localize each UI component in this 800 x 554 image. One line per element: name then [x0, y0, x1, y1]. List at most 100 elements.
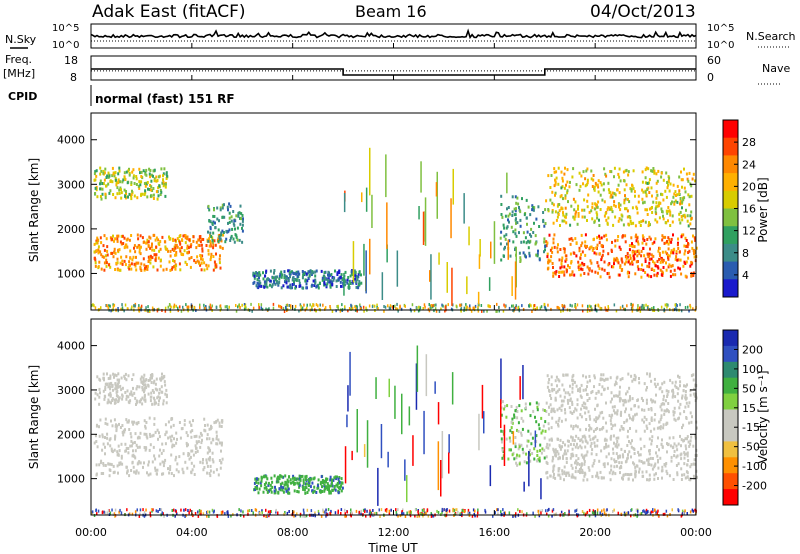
power-cell [577, 212, 580, 215]
power-cell [102, 255, 105, 259]
velocity-cell [142, 380, 145, 383]
velocity-cell [666, 393, 669, 397]
power-cell [613, 203, 616, 207]
velocity-cell [161, 472, 163, 476]
power-cell [210, 255, 212, 259]
power-cell [100, 267, 103, 271]
power-cell [672, 251, 675, 255]
velocity-cell [312, 477, 315, 481]
power-cell [580, 267, 583, 271]
power-cell [591, 205, 594, 209]
power-cell [595, 252, 598, 256]
velocity-cell [121, 430, 124, 434]
power-cell [208, 244, 211, 248]
power-cell [654, 264, 657, 268]
velocity-cell [659, 456, 662, 460]
velocity-noise-cell [588, 508, 591, 512]
y-tick-label: 1000 [57, 473, 85, 486]
velocity-cell [611, 397, 613, 401]
power-noise-cell [423, 303, 426, 307]
power-cell [633, 190, 636, 194]
velocity-cell [134, 471, 137, 475]
velocity-cell [603, 378, 606, 382]
power-cell [201, 249, 204, 253]
power-cell [291, 286, 293, 290]
power-cell [614, 244, 617, 248]
velocity-cell [206, 471, 209, 475]
velocity-cell [200, 441, 203, 445]
power-cell [99, 166, 102, 170]
velocity-cell [203, 417, 206, 421]
velocity-noise-cell [142, 508, 144, 512]
velocity-cell [181, 467, 184, 471]
power-cell [94, 261, 97, 265]
velocity-noise-cell [189, 508, 191, 512]
velocity-cell [117, 452, 120, 456]
power-noise-cell [424, 305, 426, 309]
power-noise-cell [465, 305, 467, 309]
power-cell [608, 206, 611, 210]
velocity-cell [631, 417, 634, 421]
power-cell [216, 217, 219, 221]
power-cell [635, 260, 638, 264]
velocity-cell [610, 468, 613, 472]
power-cell [183, 249, 186, 253]
velocity-noise-cell [322, 510, 325, 514]
power-cell [293, 282, 295, 286]
power-cell [118, 169, 121, 173]
power-cell [566, 168, 569, 172]
velocity-cell [636, 399, 639, 402]
power-noise-cell [208, 305, 211, 309]
power-cell [560, 170, 563, 174]
power-cell [683, 260, 686, 264]
power-cell [94, 170, 97, 174]
power-cell [561, 185, 564, 189]
power-cell [611, 240, 613, 244]
station-title: Adak East (fitACF) [92, 2, 246, 22]
power-noise-cell [630, 306, 633, 310]
velocity-cell [586, 392, 588, 396]
velocity-region-morning-upper [94, 372, 168, 406]
colorbar-swatch [723, 393, 738, 410]
power-noise-cell [590, 305, 592, 309]
colorbar-swatch [723, 409, 738, 426]
power-cell [584, 184, 587, 188]
velocity-cell [265, 475, 268, 479]
power-cell [143, 182, 146, 185]
velocity-cell [131, 420, 134, 424]
power-streak [452, 168, 454, 205]
velocity-cell [336, 475, 338, 479]
power-cell [529, 233, 531, 237]
power-cell [690, 260, 693, 264]
velocity-cell [641, 470, 644, 474]
velocity-noise-cell [513, 514, 516, 518]
power-cell [200, 261, 203, 265]
power-noise-cell [388, 306, 391, 310]
power-cell [162, 172, 165, 176]
power-cell [604, 172, 607, 176]
power-cell [130, 181, 133, 185]
velocity-cell [538, 427, 541, 431]
velocity-noise-cell [395, 510, 398, 514]
velocity-noise-cell [350, 508, 352, 512]
velocity-noise-cell [606, 508, 608, 512]
velocity-cell [150, 395, 153, 399]
power-noise-cell [600, 307, 602, 311]
power-cell [631, 262, 634, 266]
velocity-cell [631, 379, 634, 383]
power-noise-cell [429, 306, 432, 310]
velocity-cell [100, 459, 103, 463]
power-cell [269, 279, 272, 283]
power-cell [344, 283, 346, 287]
power-cell [241, 223, 244, 227]
power-noise-cell [134, 304, 136, 308]
power-cell [327, 270, 330, 274]
velocity-cell [613, 394, 615, 398]
power-cell [125, 190, 127, 193]
velocity-cell [589, 417, 592, 421]
power-cell [256, 281, 259, 285]
power-cell [142, 257, 145, 261]
power-cell [100, 241, 103, 245]
velocity-cell [529, 453, 531, 457]
power-cell [207, 239, 210, 243]
